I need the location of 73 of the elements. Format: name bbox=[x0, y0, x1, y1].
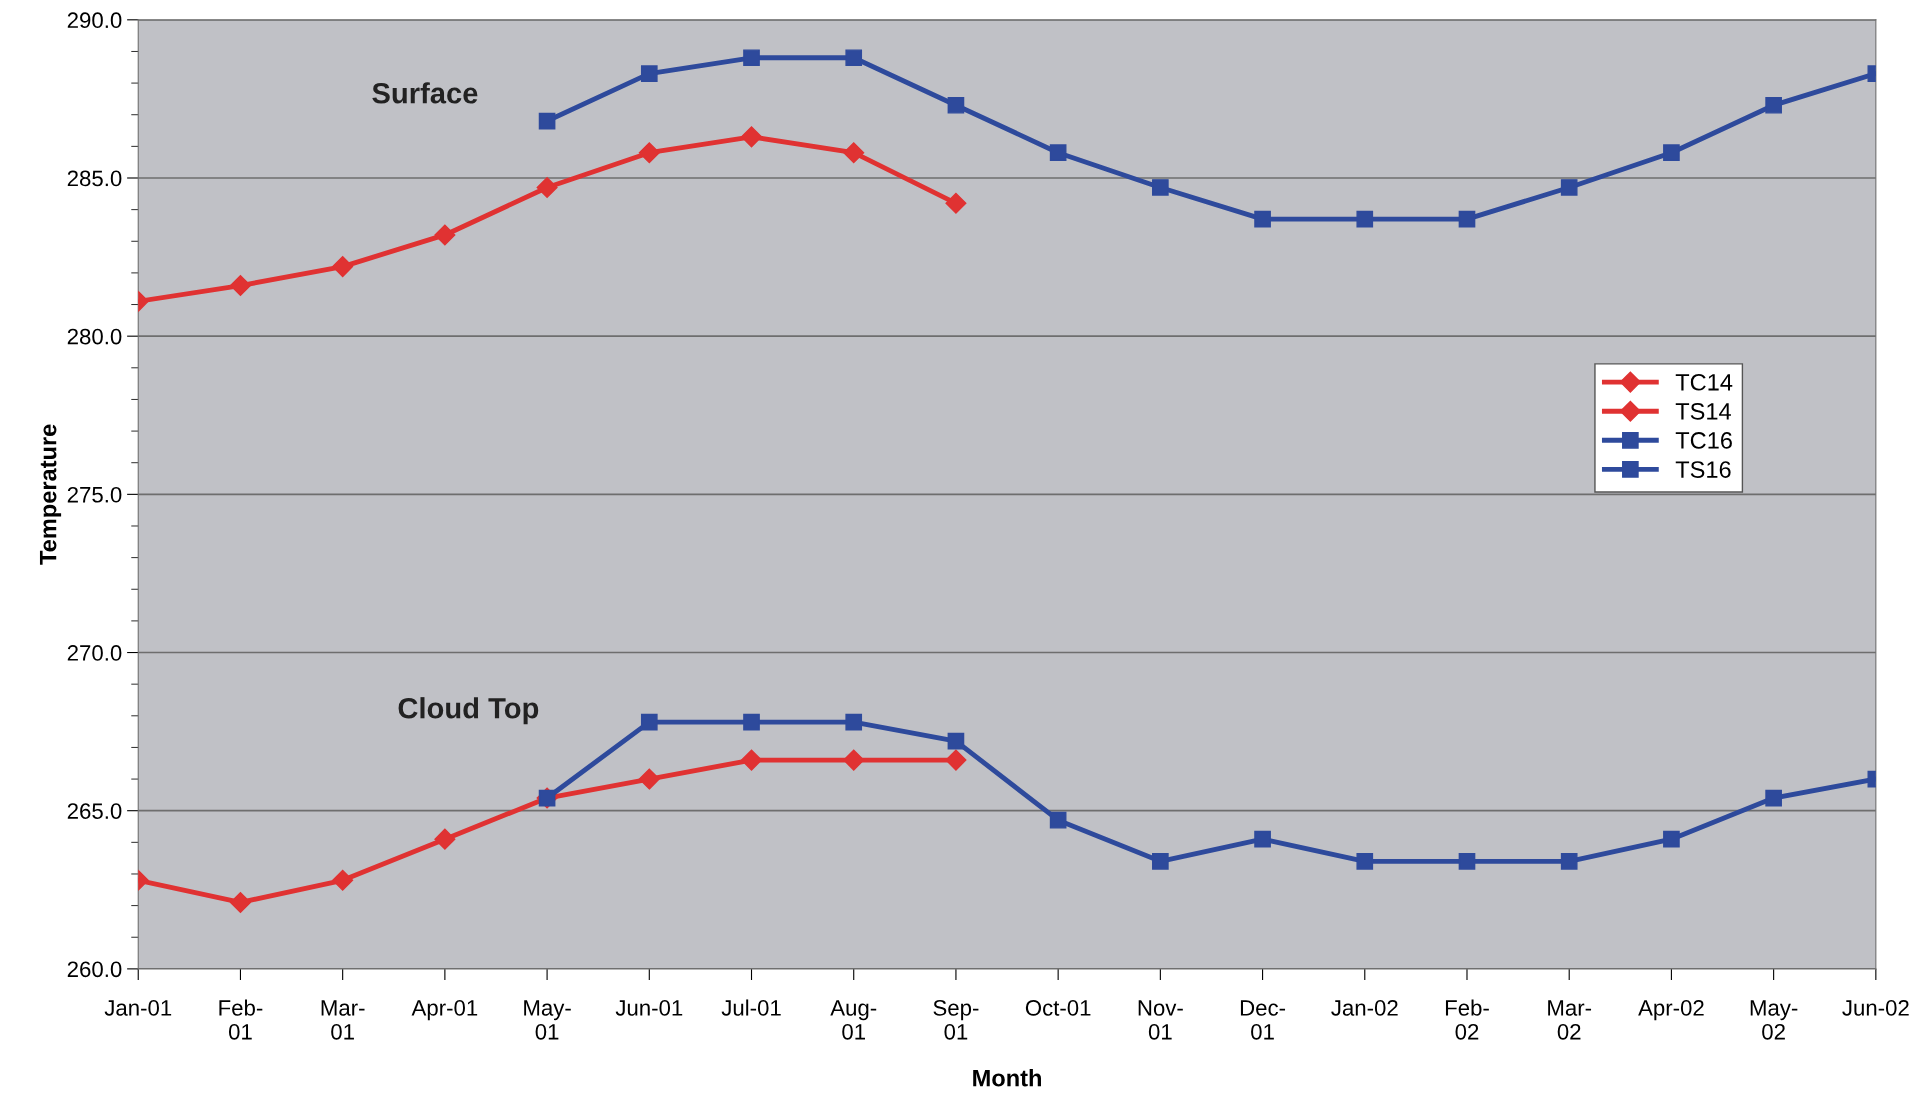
y-tick-label: 280.0 bbox=[67, 328, 122, 345]
point bbox=[638, 768, 660, 790]
y-tick-label: 290.0 bbox=[67, 12, 122, 29]
point bbox=[332, 256, 354, 278]
point bbox=[1049, 144, 1067, 162]
legend-label: TC14 bbox=[1675, 373, 1733, 391]
point bbox=[1765, 96, 1782, 114]
point bbox=[1458, 210, 1476, 228]
point bbox=[1254, 210, 1271, 228]
point bbox=[743, 713, 760, 731]
x-tick-label: Sep- 01 bbox=[933, 1000, 979, 1040]
point bbox=[229, 891, 251, 913]
point bbox=[947, 96, 965, 114]
legend-label: TS14 bbox=[1675, 402, 1731, 420]
y-tick-label: 275.0 bbox=[67, 486, 122, 503]
point bbox=[638, 142, 660, 164]
point bbox=[434, 828, 456, 850]
point bbox=[1663, 144, 1680, 162]
x-tick-label: Aug- 01 bbox=[830, 1000, 877, 1040]
x-tick-label: Jan-02 bbox=[1331, 1000, 1398, 1016]
x-tick-label: May- 02 bbox=[1750, 1000, 1798, 1040]
y-tick-label: 265.0 bbox=[67, 803, 122, 819]
x-tick-label: Jun-01 bbox=[615, 1000, 683, 1016]
point bbox=[1663, 830, 1680, 848]
annotation: Cloud Top bbox=[398, 697, 539, 725]
point bbox=[1560, 179, 1578, 196]
point bbox=[1765, 789, 1782, 807]
x-tick-label: Apr-01 bbox=[411, 1000, 478, 1021]
point bbox=[945, 749, 967, 771]
point bbox=[229, 275, 251, 297]
x-tick-label: Feb- 02 bbox=[1445, 999, 1489, 1040]
point bbox=[945, 192, 967, 214]
point bbox=[740, 126, 763, 148]
point bbox=[1356, 852, 1374, 870]
point bbox=[743, 49, 760, 67]
x-tick-label: May- 01 bbox=[524, 1000, 571, 1040]
point bbox=[536, 176, 558, 199]
x-tick-label: Feb- 01 bbox=[219, 999, 263, 1040]
y-axis-title: Temperature bbox=[39, 424, 62, 565]
legend-label: TS16 bbox=[1675, 461, 1731, 478]
point bbox=[947, 732, 965, 750]
y-tick-label: 270.0 bbox=[67, 645, 122, 661]
point bbox=[1560, 852, 1578, 870]
point bbox=[843, 142, 865, 164]
point bbox=[845, 49, 863, 67]
x-tick-label: Mar- 01 bbox=[321, 1000, 365, 1040]
x-tick-label: Mar- 02 bbox=[1548, 1000, 1592, 1040]
x-axis-title: Month bbox=[973, 1069, 1041, 1087]
point bbox=[845, 713, 863, 731]
x-tick-label: Jun-02 bbox=[1842, 1000, 1909, 1016]
x-tick-label: Dec- 01 bbox=[1240, 1000, 1286, 1040]
x-tick-label: Nov- 01 bbox=[1138, 1000, 1183, 1040]
y-tick-label: 260.0 bbox=[67, 961, 122, 978]
point bbox=[1458, 852, 1476, 870]
x-tick-label: Jul-01 bbox=[721, 999, 781, 1016]
legend-label: TC16 bbox=[1675, 432, 1732, 449]
point bbox=[640, 65, 658, 82]
x-tick-label: Apr-02 bbox=[1638, 1000, 1704, 1021]
point bbox=[1152, 852, 1169, 870]
point bbox=[843, 749, 865, 771]
point bbox=[740, 749, 763, 771]
y-tick-label: 285.0 bbox=[67, 170, 122, 187]
point bbox=[1254, 830, 1271, 848]
x-tick-label: Oct-01 bbox=[1025, 1000, 1091, 1016]
point bbox=[332, 869, 354, 891]
point bbox=[434, 224, 456, 246]
point bbox=[640, 713, 658, 731]
x-tick-label: Jan-01 bbox=[104, 1000, 172, 1016]
point bbox=[1356, 210, 1374, 228]
point bbox=[1049, 811, 1067, 829]
point bbox=[538, 112, 556, 130]
point bbox=[1152, 179, 1169, 196]
annotation: Surface bbox=[372, 82, 478, 104]
